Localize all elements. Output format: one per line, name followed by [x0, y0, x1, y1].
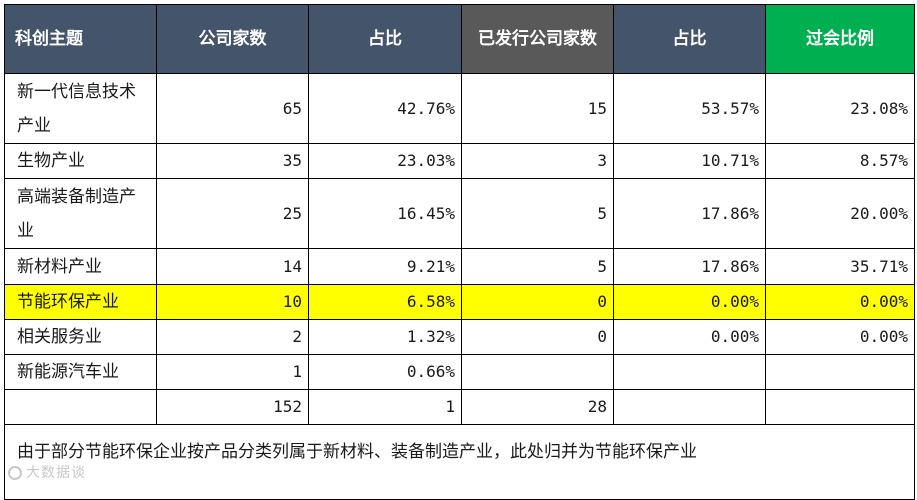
- cell-issued-share: 0.00%: [613, 284, 766, 320]
- table-row: 生物产业 35 23.03% 3 10.71% 8.57%: [4, 143, 915, 179]
- row-label: 新能源汽车业: [4, 354, 157, 390]
- row-label: 新材料产业: [4, 248, 157, 285]
- row-label: 相关服务业: [4, 319, 157, 355]
- cell-count: 25: [156, 178, 309, 249]
- total-share: 1: [308, 389, 462, 425]
- header-share: 占比: [308, 4, 462, 74]
- cell-issued-share: 10.71%: [613, 143, 766, 179]
- cell-pass-rate: 0.00%: [765, 284, 915, 320]
- cell-share: 9.21%: [308, 248, 462, 285]
- cell-pass-rate: 0.00%: [765, 319, 915, 355]
- cell-issued-share: 53.57%: [613, 73, 766, 144]
- footnote: 由于部分节能环保企业按产品分类列属于新材料、装备制造产业，此处归并为节能环保产业: [4, 424, 915, 500]
- total-count: 152: [156, 389, 309, 425]
- row-label: 节能环保产业: [4, 284, 157, 320]
- data-table: 科创主题 公司家数 占比 已发行公司家数 占比 过会比例 新一代信息技术产业 6…: [4, 4, 915, 500]
- header-issued-count: 已发行公司家数: [461, 4, 614, 74]
- header-theme: 科创主题: [4, 4, 157, 74]
- cell-issued-share: 0.00%: [613, 319, 766, 355]
- cell-count: 14: [156, 248, 309, 285]
- cell-issued-share: 17.86%: [613, 178, 766, 249]
- header-company-count: 公司家数: [156, 4, 309, 74]
- total-issued: 28: [461, 389, 614, 425]
- row-label: 新一代信息技术产业: [4, 73, 157, 144]
- total-issued-share: [613, 389, 766, 425]
- cell-issued: [461, 354, 614, 390]
- cell-share: 1.32%: [308, 319, 462, 355]
- table-row-highlighted: 节能环保产业 10 6.58% 0 0.00% 0.00%: [4, 284, 915, 320]
- table-row: 新材料产业 14 9.21% 5 17.86% 35.71%: [4, 248, 915, 285]
- cell-issued: 0: [461, 284, 614, 320]
- cell-pass-rate: [765, 354, 915, 390]
- cell-pass-rate: 8.57%: [765, 143, 915, 179]
- cell-issued-share: 17.86%: [613, 248, 766, 285]
- table-row: 相关服务业 2 1.32% 0 0.00% 0.00%: [4, 319, 915, 355]
- note-row: 由于部分节能环保企业按产品分类列属于新材料、装备制造产业，此处归并为节能环保产业: [4, 424, 915, 500]
- watermark-text: 大数据谈: [26, 465, 86, 481]
- cell-share: 42.76%: [308, 73, 462, 144]
- table-row: 高端装备制造产业 25 16.45% 5 17.86% 20.00%: [4, 178, 915, 249]
- header-pass-rate: 过会比例: [765, 4, 915, 74]
- total-pass-rate: [765, 389, 915, 425]
- watermark-logo-icon: [8, 466, 22, 480]
- cell-share: 0.66%: [308, 354, 462, 390]
- cell-issued: 0: [461, 319, 614, 355]
- cell-count: 35: [156, 143, 309, 179]
- cell-issued: 5: [461, 248, 614, 285]
- total-row: 152 1 28: [4, 389, 915, 425]
- row-label: 生物产业: [4, 143, 157, 179]
- cell-pass-rate: 23.08%: [765, 73, 915, 144]
- header-issued-share: 占比: [613, 4, 766, 74]
- cell-count: 65: [156, 73, 309, 144]
- cell-share: 16.45%: [308, 178, 462, 249]
- cell-count: 10: [156, 284, 309, 320]
- cell-issued: 15: [461, 73, 614, 144]
- cell-share: 23.03%: [308, 143, 462, 179]
- cell-count: 2: [156, 319, 309, 355]
- row-label: 高端装备制造产业: [4, 178, 157, 249]
- cell-pass-rate: 35.71%: [765, 248, 915, 285]
- cell-share: 6.58%: [308, 284, 462, 320]
- table-row: 新一代信息技术产业 65 42.76% 15 53.57% 23.08%: [4, 73, 915, 144]
- cell-issued: 5: [461, 178, 614, 249]
- cell-count: 1: [156, 354, 309, 390]
- header-row: 科创主题 公司家数 占比 已发行公司家数 占比 过会比例: [4, 4, 915, 74]
- cell-issued: 3: [461, 143, 614, 179]
- cell-pass-rate: 20.00%: [765, 178, 915, 249]
- cell-issued-share: [613, 354, 766, 390]
- total-label: [4, 389, 157, 425]
- watermark: 大数据谈: [8, 462, 86, 482]
- table-row: 新能源汽车业 1 0.66%: [4, 354, 915, 390]
